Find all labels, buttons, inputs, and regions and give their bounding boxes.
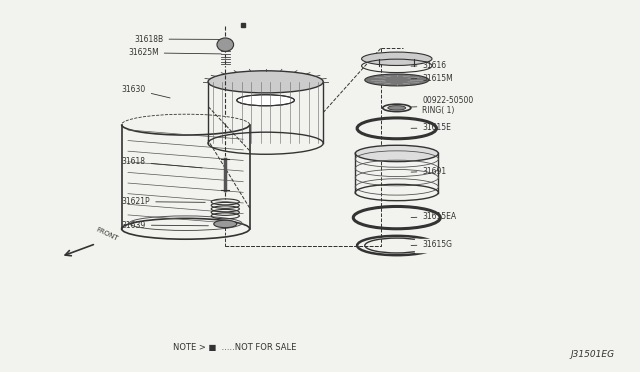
Text: 31621P: 31621P	[122, 197, 205, 206]
Ellipse shape	[362, 52, 432, 65]
Text: NOTE > ■  .....NOT FOR SALE: NOTE > ■ .....NOT FOR SALE	[173, 343, 296, 352]
Ellipse shape	[388, 106, 406, 110]
Text: 31615M: 31615M	[411, 74, 453, 83]
Text: 31625M: 31625M	[128, 48, 221, 57]
Text: 31618: 31618	[122, 157, 202, 168]
Text: 31691: 31691	[411, 167, 447, 176]
Text: 31616: 31616	[411, 61, 447, 70]
Text: 31615G: 31615G	[411, 240, 452, 249]
Ellipse shape	[365, 74, 429, 86]
Ellipse shape	[355, 145, 438, 161]
Ellipse shape	[214, 220, 237, 228]
Text: 00922-50500
RING( 1): 00922-50500 RING( 1)	[410, 96, 474, 115]
Text: 31615E: 31615E	[411, 124, 451, 132]
Text: 31630: 31630	[122, 85, 170, 98]
Ellipse shape	[217, 38, 234, 51]
Text: J31501EG: J31501EG	[570, 350, 614, 359]
Ellipse shape	[208, 71, 323, 93]
Text: 31615EA: 31615EA	[411, 212, 456, 221]
Text: 31618B: 31618B	[134, 35, 220, 44]
Text: FRONT: FRONT	[95, 227, 118, 242]
Text: 31639: 31639	[122, 221, 209, 230]
Ellipse shape	[237, 95, 294, 106]
